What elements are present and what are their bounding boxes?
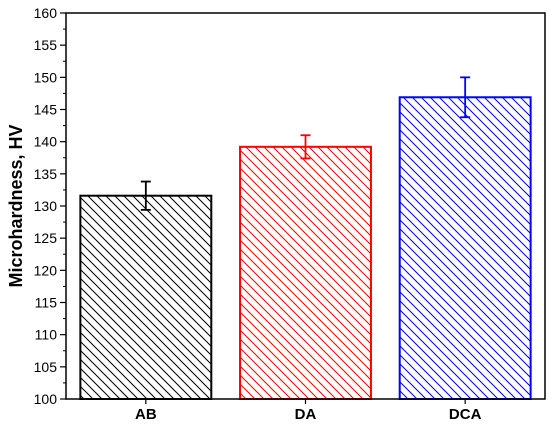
x-tick-label: DCA <box>449 406 482 423</box>
error-bars-layer <box>140 76 471 211</box>
y-tick-label: 150 <box>34 69 58 85</box>
y-tick-label: 105 <box>34 359 58 375</box>
x-tick-label: DA <box>295 406 317 423</box>
y-tick-label: 120 <box>34 262 58 278</box>
y-tick-label: 125 <box>34 230 58 246</box>
y-tick-label: 140 <box>34 134 58 150</box>
y-tick-label: 100 <box>34 391 58 407</box>
x-tick-label: AB <box>135 406 157 423</box>
y-tick-label: 145 <box>34 102 58 118</box>
y-tick-label: 130 <box>34 198 58 214</box>
bar-da <box>239 145 372 400</box>
y-tick-label: 115 <box>35 295 58 311</box>
bar-ab <box>79 194 213 400</box>
y-tick-label: 160 <box>34 5 58 21</box>
y-tick-label: 110 <box>35 327 58 343</box>
bar-dca <box>398 96 532 400</box>
x-axis-ticks: AB DA DCA <box>135 399 482 423</box>
y-axis-title: Microhardness, HV <box>6 124 26 287</box>
y-tick-label: 135 <box>34 166 58 182</box>
y-axis-ticks: 100 105 110 115 120 125 130 135 140 145 150 155 160 <box>34 5 66 407</box>
y-tick-label: 155 <box>34 37 58 53</box>
